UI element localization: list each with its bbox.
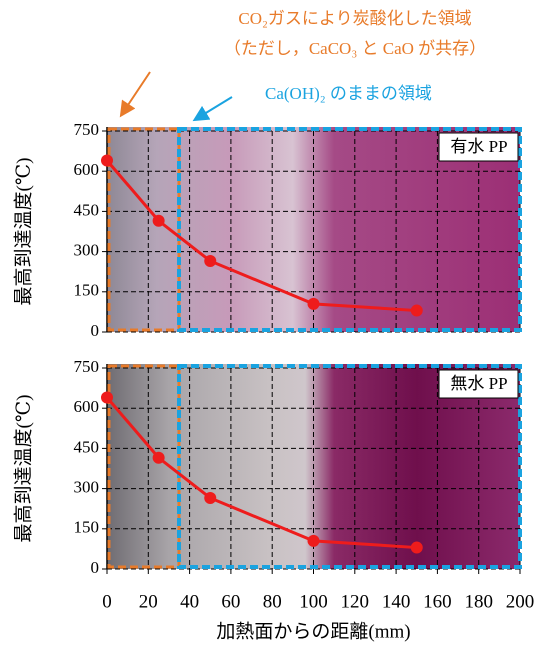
x-tick-label: 100 (299, 591, 328, 612)
annotation: CO₂ガスにより炭酸化した領域 (238, 9, 471, 28)
panel-label: 有水 PP (450, 137, 507, 156)
y-tick-label: 150 (74, 281, 100, 300)
x-tick-label: 40 (180, 591, 199, 612)
data-point (307, 297, 320, 310)
arrow (119, 71, 151, 118)
x-tick-label: 0 (102, 591, 112, 612)
x-tick-label: 140 (382, 591, 411, 612)
y-tick-label: 450 (74, 200, 100, 219)
annotation: Ca(OH)₂ のままの領域 (265, 84, 432, 103)
data-point (204, 254, 217, 267)
data-point (204, 491, 217, 504)
region-box (107, 127, 181, 332)
x-tick-label: 200 (506, 591, 535, 612)
y-axis-label: 最高到達温度(℃) (12, 395, 34, 543)
y-tick-label: 300 (74, 478, 100, 497)
data-point (307, 534, 320, 547)
x-tick-label: 120 (341, 591, 370, 612)
data-point (410, 304, 423, 317)
y-tick-label: 600 (74, 397, 100, 416)
x-tick-label: 60 (221, 591, 240, 612)
y-tick-label: 750 (74, 120, 100, 139)
y-tick-label: 0 (91, 321, 100, 340)
data-point (410, 541, 423, 554)
y-axis-label: 最高到達温度(℃) (12, 158, 34, 306)
y-tick-label: 600 (74, 160, 100, 179)
data-point (101, 391, 113, 404)
y-tick-label: 150 (74, 518, 100, 537)
arrow (192, 96, 233, 122)
panel-label-box (438, 132, 519, 162)
data-point (152, 214, 165, 227)
region-box (177, 127, 522, 332)
y-tick-label: 450 (74, 437, 100, 456)
x-axis-label: 加熱面からの距離(mm) (216, 620, 410, 642)
region-box (107, 364, 181, 569)
y-tick-label: 750 (74, 357, 100, 376)
x-tick-label: 160 (423, 591, 452, 612)
region-box (177, 364, 522, 569)
panel-label-box (438, 369, 519, 399)
x-tick-label: 180 (464, 591, 493, 612)
data-point (152, 451, 165, 464)
x-tick-label: 20 (139, 591, 158, 612)
x-tick-label: 80 (263, 591, 282, 612)
y-tick-label: 0 (91, 558, 100, 577)
panel-label: 無水 PP (450, 374, 507, 393)
annotation: （ただし，CaCO₃ と CaO が共存） (224, 39, 486, 58)
data-point (101, 154, 113, 167)
y-tick-label: 300 (74, 241, 100, 260)
